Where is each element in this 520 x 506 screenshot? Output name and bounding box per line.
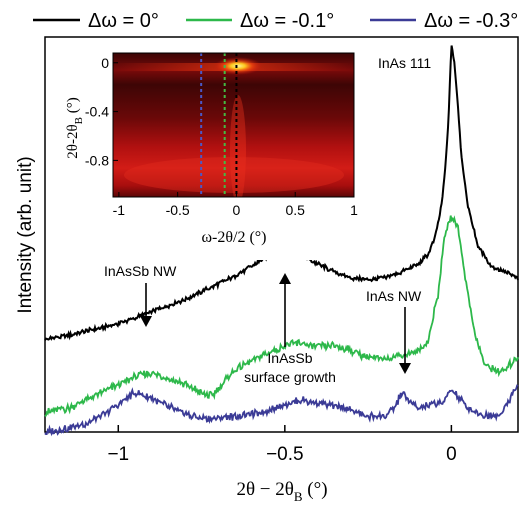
annotation-inas-111: InAs 111 bbox=[378, 55, 431, 71]
main-x-tick-label-2: 0 bbox=[446, 444, 457, 465]
series-line-1 bbox=[44, 215, 519, 418]
legend-label-0: Δω = 0° bbox=[88, 10, 159, 32]
annotation-inas-nw: InAs NW bbox=[366, 288, 422, 304]
inset-y-tick-label-2: -0.8 bbox=[85, 152, 109, 168]
arrowhead-inassb-nw bbox=[140, 316, 152, 327]
inset-y-tick-label-0: 0 bbox=[101, 55, 109, 71]
heatmap-streak bbox=[230, 95, 246, 197]
inset-x-tick-label-2: 0 bbox=[233, 202, 241, 218]
main-plot-frame bbox=[44, 36, 519, 433]
inset-x-axis-label: ω-2θ/2 (°) bbox=[201, 229, 266, 246]
arrowhead-inas-nw bbox=[399, 363, 411, 374]
heatmap-peak bbox=[214, 57, 262, 75]
main-x-axis-label: 2θ − 2θB (°) bbox=[236, 479, 327, 504]
inset-y-ticks: 0 -0.4 -0.8 bbox=[85, 55, 118, 168]
heatmap-base bbox=[113, 53, 354, 197]
inset-x-tick-label-3: 0.5 bbox=[285, 202, 305, 218]
inset-heatmap: -1 -0.5 0 0.5 1 0 -0.4 -0.8 ω-2θ/2 (°) 2θ-2θB … bbox=[65, 45, 368, 260]
annotation-inassb-surface-line1: InAsSb bbox=[267, 350, 312, 366]
main-x-tick-label-0: −1 bbox=[107, 444, 129, 465]
main-x-ticks: −1 −0.5 0 bbox=[107, 425, 457, 465]
heatmap-lower-glow bbox=[124, 157, 344, 193]
inset-y-axis-label: 2θ-2θB (°) bbox=[65, 97, 85, 158]
arrowhead-inassb-surface bbox=[279, 273, 291, 284]
legend-label-2: Δω = -0.3° bbox=[424, 10, 518, 32]
inset-frame bbox=[112, 52, 355, 198]
series-line-2 bbox=[44, 384, 519, 437]
main-y-axis-label: Intensity (arb. unit) bbox=[15, 156, 36, 313]
annotation-inassb-nw: InAsSb NW bbox=[104, 263, 177, 279]
inset-x-ticks: -1 -0.5 0 0.5 1 bbox=[113, 192, 358, 218]
main-x-tick-label-1: −0.5 bbox=[266, 444, 304, 465]
annotations: InAs 111 InAsSb NW InAsSb surface growth… bbox=[104, 55, 431, 385]
inset-x-tick-label-4: 1 bbox=[350, 202, 358, 218]
inset-x-tick-label-0: -1 bbox=[113, 202, 126, 218]
legend-label-1: Δω = -0.1° bbox=[240, 10, 334, 32]
inset-x-tick-label-1: -0.5 bbox=[166, 202, 190, 218]
legend: Δω = 0° Δω = -0.1° Δω = -0.3° bbox=[33, 10, 518, 32]
annotation-inassb-surface-line2: surface growth bbox=[244, 369, 336, 385]
heatmap-marker-lines bbox=[200, 53, 238, 197]
inset-y-tick-label-1: -0.4 bbox=[85, 104, 109, 120]
